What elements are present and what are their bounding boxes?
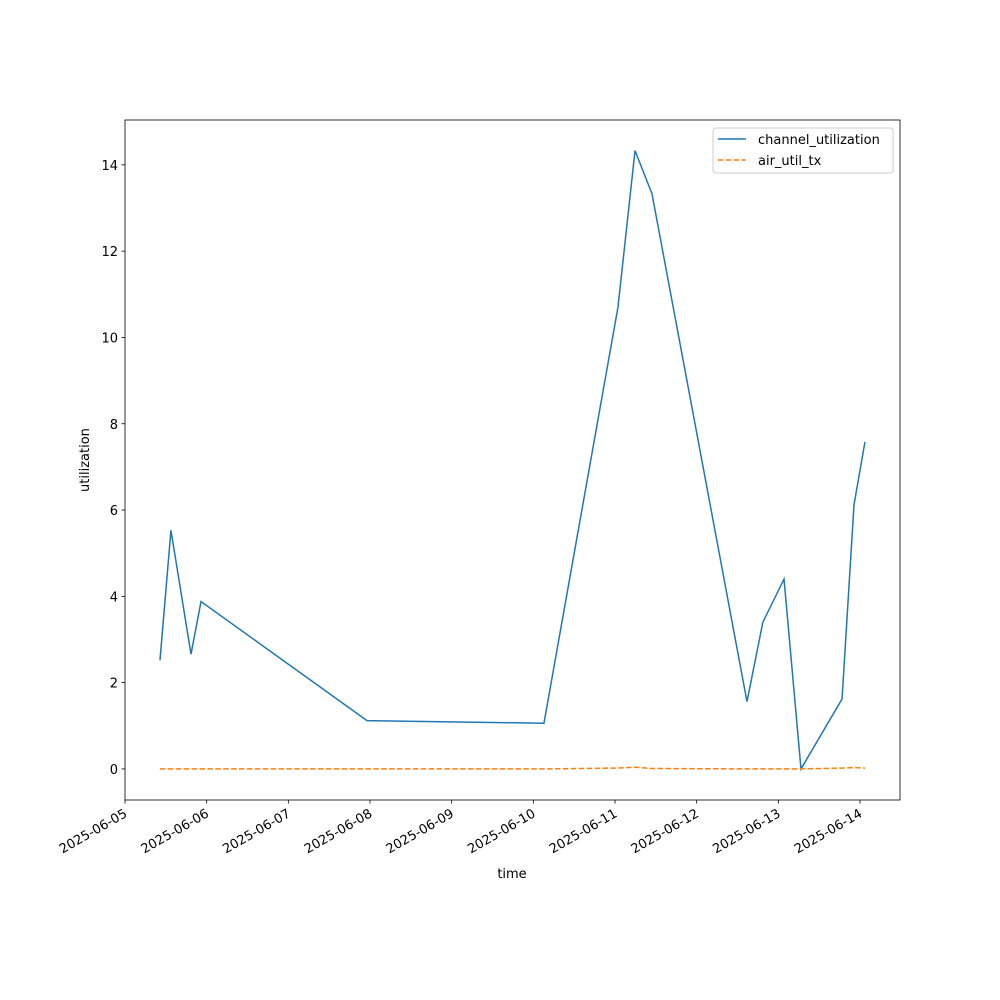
x-tick-label: 2025-06-11 (547, 806, 620, 857)
y-tick-label: 12 (101, 245, 118, 260)
plot-frame (124, 119, 901, 801)
x-tick-label: 2025-06-09 (384, 806, 457, 857)
x-axis-label: time (497, 867, 526, 882)
data-line (159, 150, 866, 772)
y-tick-label: 4 (110, 590, 118, 605)
x-tick-label: 2025-06-05 (57, 806, 130, 857)
x-tick-label: 2025-06-06 (139, 806, 212, 857)
legend-label: channel_utilization (758, 133, 880, 148)
legend-label: air_util_tx (758, 154, 822, 169)
legend-box (712, 127, 894, 174)
y-tick-label: 0 (110, 763, 118, 778)
y-tick-label: 2 (110, 677, 118, 692)
y-axis-label: utilization (78, 428, 93, 492)
x-tick-label: 2025-06-13 (710, 806, 783, 857)
y-tick-label: 14 (101, 159, 118, 174)
y-tick-label: 6 (110, 504, 118, 519)
x-tick-label: 2025-06-10 (465, 806, 538, 857)
data-line (159, 766, 865, 770)
y-tick-label: 8 (110, 418, 118, 433)
x-tick-label: 2025-06-08 (302, 806, 375, 857)
x-tick-label: 2025-06-07 (220, 806, 293, 857)
x-tick-label: 2025-06-12 (629, 806, 702, 857)
x-tick-label: 2025-06-14 (792, 806, 865, 857)
y-tick-label: 10 (101, 331, 118, 346)
